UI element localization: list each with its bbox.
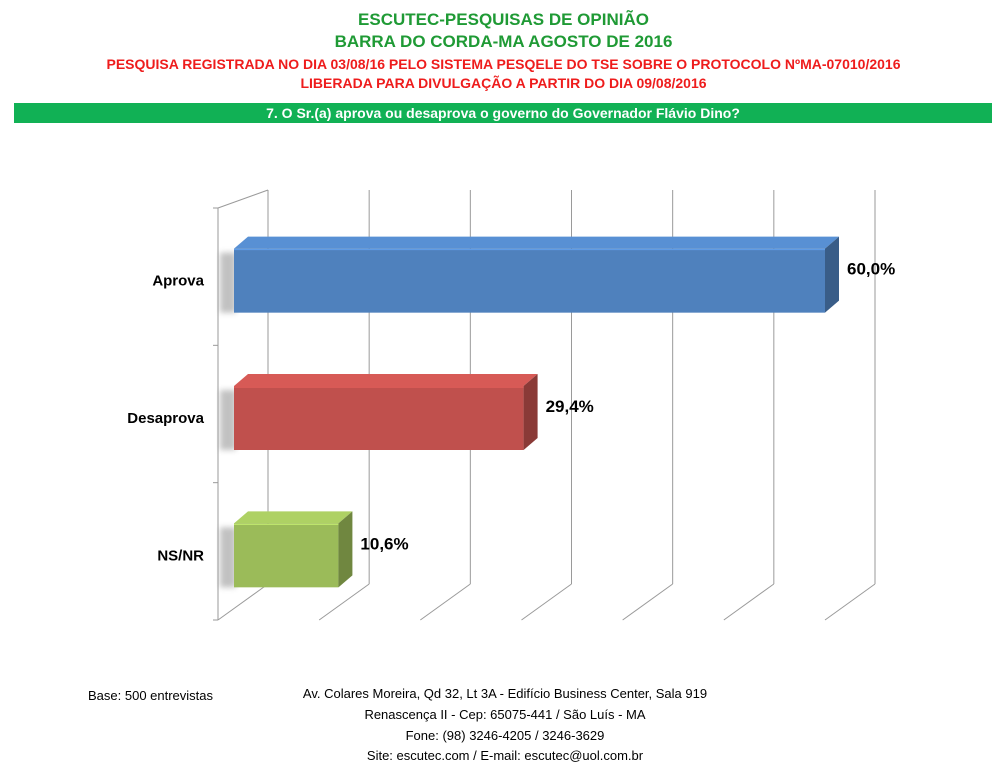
value-label: 60,0% — [847, 260, 895, 279]
question-banner: 7. O Sr.(a) aprova ou desaprova o govern… — [14, 103, 992, 123]
gridline-floor — [521, 583, 572, 621]
bar-shadow — [220, 390, 236, 450]
value-label: 29,4% — [546, 397, 594, 416]
bar-desaprova — [220, 374, 538, 450]
registration-note: PESQUISA REGISTRADA NO DIA 03/08/16 PELO… — [106, 56, 901, 72]
category-label: Aprova — [152, 273, 204, 290]
bar-shadow — [220, 252, 236, 313]
bar-top — [234, 236, 839, 249]
bar-top — [234, 511, 353, 524]
bar-end — [825, 236, 839, 313]
release-note: LIBERADA PARA DIVULGAÇÃO A PARTIR DO DIA… — [300, 75, 707, 91]
report-title: ESCUTEC-PESQUISAS DE OPINIÃO — [358, 10, 649, 29]
chart-labels: Aprova 60,0% Desaprova 29,4% NS/NR 10,6% — [127, 260, 895, 565]
gridline-floor — [217, 583, 269, 621]
gridline-floor — [318, 583, 370, 621]
bar-top — [234, 374, 538, 386]
bar-end — [523, 374, 538, 450]
address-line-2: Renascença II - Cep: 65075-441 / São Luí… — [364, 707, 646, 722]
gridline-floor — [723, 583, 775, 621]
bar-aprova — [220, 236, 839, 313]
bar-front — [234, 523, 339, 588]
web-line: Site: escutec.com / E-mail: escutec@uol.… — [366, 748, 644, 763]
category-label: Desaprova — [127, 410, 204, 427]
address-line-1: Av. Colares Moreira, Qd 32, Lt 3A - Edif… — [302, 686, 708, 701]
bar-ns-nr — [220, 511, 353, 588]
gridline-floor — [622, 583, 673, 621]
report-subtitle: BARRA DO CORDA-MA AGOSTO DE 2016 — [334, 32, 673, 51]
bar-shadow — [220, 527, 236, 588]
bar-front — [234, 248, 825, 313]
bar-end — [338, 511, 353, 588]
gridline-floor — [420, 583, 471, 621]
phone-line: Fone: (98) 3246-4205 / 3246-3629 — [405, 728, 605, 743]
wall-top-edge — [217, 189, 269, 209]
gridline-floor — [824, 583, 876, 621]
value-label: 10,6% — [360, 534, 408, 553]
sample-base: Base: 500 entrevistas — [88, 688, 214, 703]
category-label: NS/NR — [157, 547, 204, 564]
chart-bars — [220, 236, 839, 588]
approval-bar-chart: Aprova 60,0% Desaprova 29,4% NS/NR 10,6% — [127, 189, 895, 621]
bar-front — [234, 386, 524, 450]
